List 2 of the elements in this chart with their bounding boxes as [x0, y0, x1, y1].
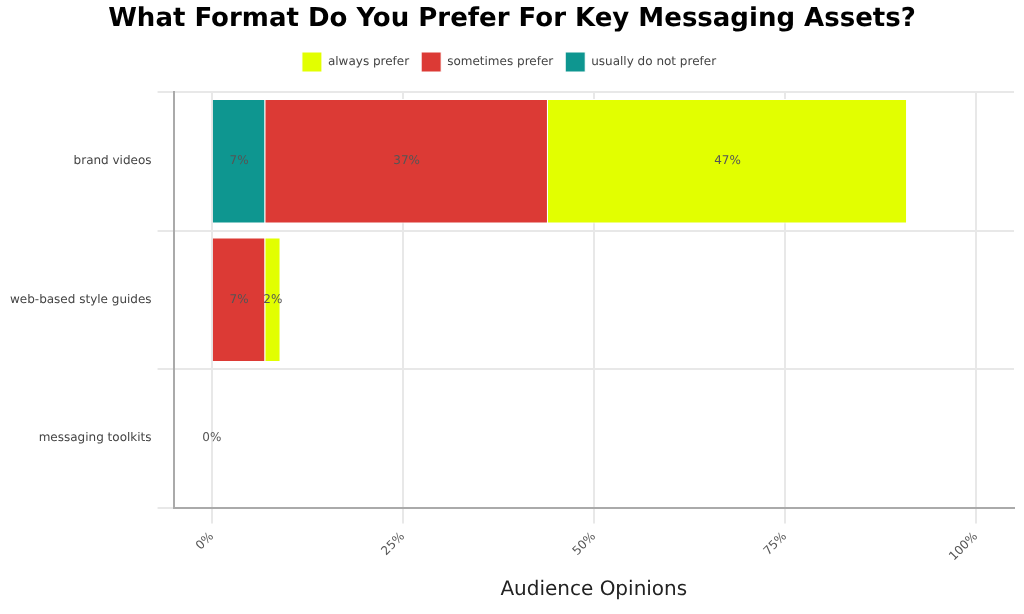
x-axis-title: Audience Opinions [500, 579, 688, 602]
chart-title: What Format Do You Prefer For Key Messaging Assets? [106, 4, 918, 34]
